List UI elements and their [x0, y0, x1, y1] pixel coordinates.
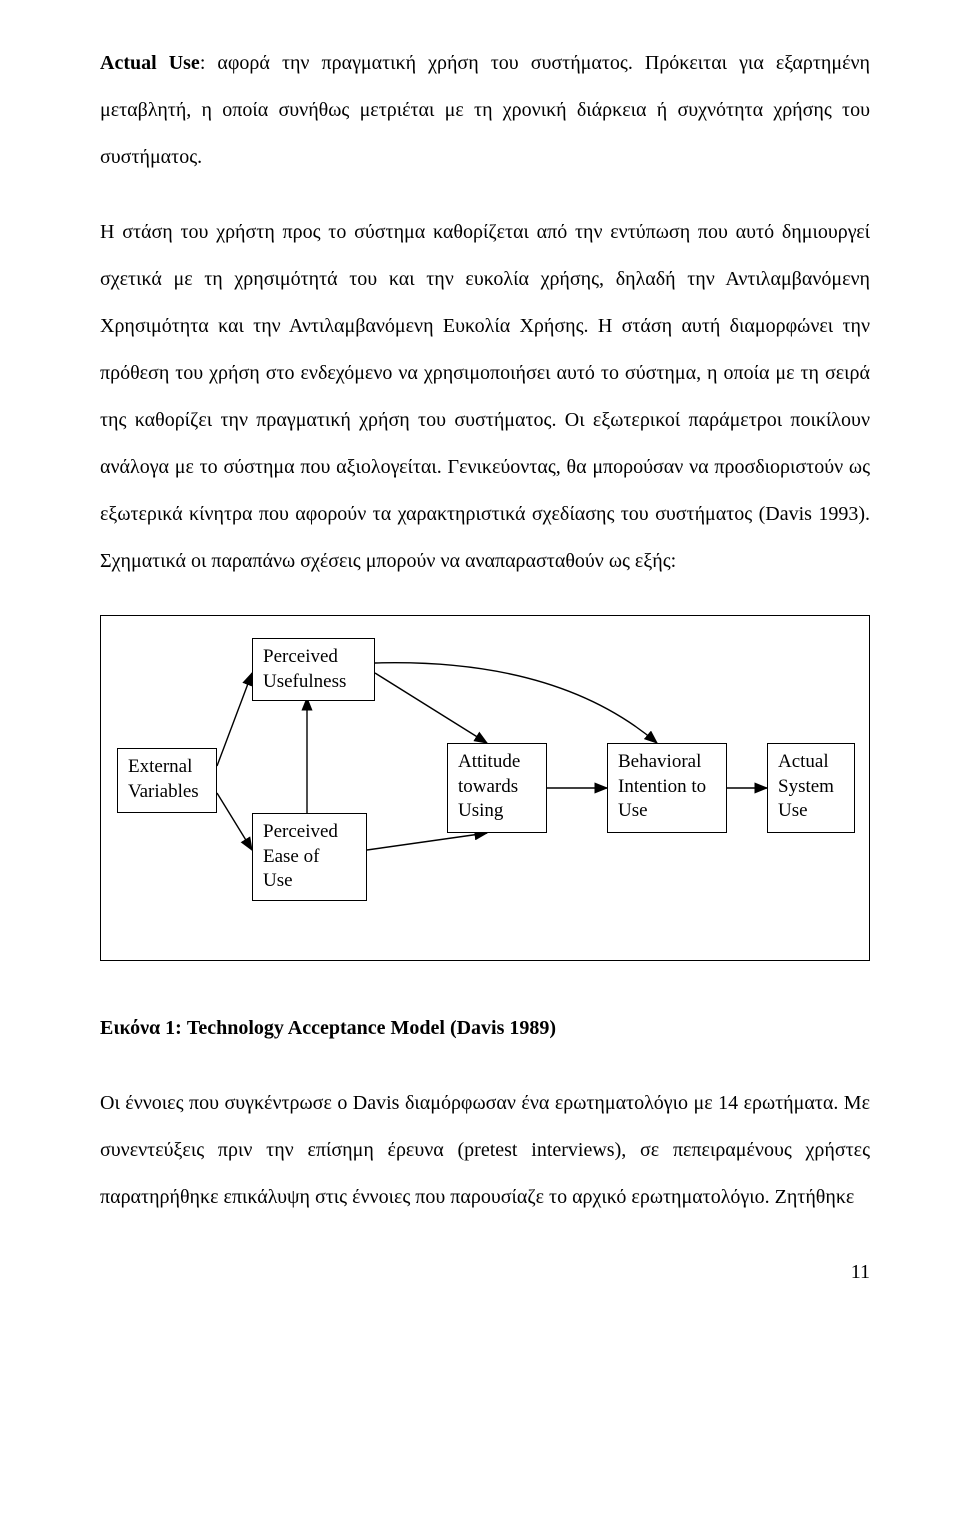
paragraph-followup: Οι έννοιες που συγκέντρωσε ο Davis διαμό…: [100, 1080, 870, 1221]
edge-peou_right-att_bottom: [367, 833, 487, 850]
paragraph-explanation: Η στάση του χρήστη προς το σύστημα καθορ…: [100, 209, 870, 585]
node-perceived-usefulness: PerceivedUsefulness: [252, 638, 375, 701]
figure-caption: Εικόνα 1: Technology Acceptance Model (D…: [100, 1017, 870, 1040]
term-actual-use: Actual Use: [100, 52, 200, 74]
paragraph-actual-use: Actual Use: αφορά την πραγματική χρήση τ…: [100, 40, 870, 181]
node-behavioral-intention: BehavioralIntention toUse: [607, 743, 727, 833]
page: Actual Use: αφορά την πραγματική χρήση τ…: [0, 0, 960, 1344]
tam-diagram-container: ExternalVariables PerceivedUsefulness Pe…: [100, 615, 870, 961]
edge-ext_right_top-pu_left: [217, 673, 252, 766]
node-actual-system-use: ActualSystemUse: [767, 743, 855, 833]
edge-pu_right-att_top: [375, 673, 487, 743]
node-external-variables: ExternalVariables: [117, 748, 217, 813]
page-number: 11: [100, 1261, 870, 1284]
node-perceived-ease-of-use: PerceivedEase ofUse: [252, 813, 367, 901]
edge-pu_right-bi_top: [375, 663, 657, 743]
edge-ext_right_bottom-peou_left: [217, 793, 252, 850]
para1-body: : αφορά την πραγματική χρήση του συστήμα…: [100, 52, 870, 168]
tam-diagram: ExternalVariables PerceivedUsefulness Pe…: [117, 638, 853, 938]
node-attitude-towards-using: AttitudetowardsUsing: [447, 743, 547, 833]
